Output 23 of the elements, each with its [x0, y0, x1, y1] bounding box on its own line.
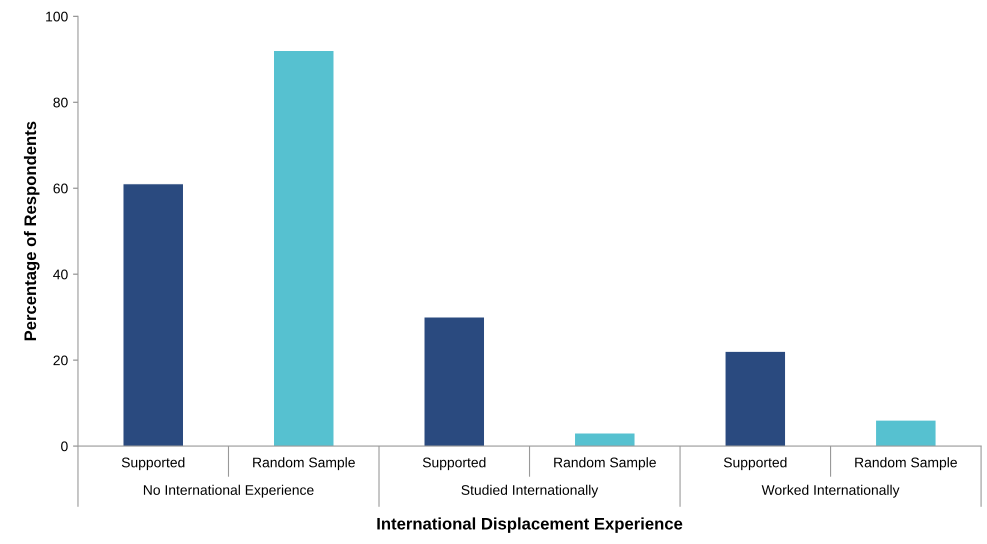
y-tick-label: 100: [46, 12, 68, 22]
y-tick-label: 60: [54, 184, 68, 194]
x-tick-label: Random Sample: [554, 457, 656, 470]
y-tick-label: 20: [54, 355, 68, 366]
text: No International Experience: [144, 484, 314, 498]
bar: [574, 432, 636, 446]
bar: [724, 351, 786, 446]
bar: [122, 184, 184, 446]
text: Studied Internationally: [461, 484, 598, 498]
y-tick-label: 40: [53, 270, 68, 280]
x-tick-label: Supported: [122, 457, 184, 470]
x-tick-label: Random Sample: [253, 457, 355, 470]
x-tick-label: Random Sample: [855, 457, 957, 470]
text: Worked Internationally: [762, 484, 900, 498]
bar: [424, 316, 485, 446]
y-axis-title: Percentage of Respondents: [24, 122, 40, 340]
bar: [273, 50, 334, 446]
y-tick-label: 0: [61, 441, 68, 452]
x-tick-label: Supported: [422, 457, 486, 470]
bar: [875, 420, 936, 446]
y-tick-label: 80: [53, 98, 68, 108]
x-tick-label: Supported: [724, 457, 786, 470]
x-axis-title: International Displacement Experience: [377, 517, 682, 533]
